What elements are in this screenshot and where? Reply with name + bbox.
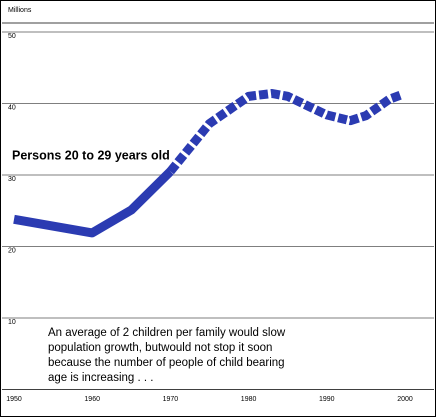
y-axis-label: Millions [8,7,32,14]
annotation: An average of 2 children per family woul… [48,327,286,339]
x-tick-label: 1980 [241,396,257,403]
x-tick-label: 1960 [84,396,100,403]
annotation: because the number of people of child be… [48,357,285,369]
x-tick-label: 1970 [163,396,179,403]
x-tick-label: 1950 [6,396,22,403]
x-tick-label: 2000 [397,396,413,403]
y-tick-label: 50 [8,33,16,40]
x-tick-label: 1990 [319,396,335,403]
y-tick-label: 20 [8,247,16,254]
y-tick-label: 40 [8,104,16,111]
annotation: age is increasing . . . [48,372,153,384]
line-projected [166,88,403,175]
y-tick-label: 10 [8,319,16,326]
annotation: population growth, butwould not stop it … [48,342,272,354]
series-label: Persons 20 to 29 years old [12,148,170,162]
line-actual [13,168,174,238]
y-tick-label: 30 [8,176,16,183]
